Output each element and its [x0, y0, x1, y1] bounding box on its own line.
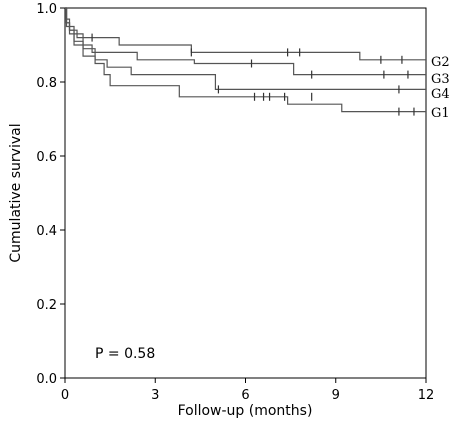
series-line-g2: [65, 7, 426, 61]
x-tick-label: 9: [332, 388, 340, 403]
x-tick-label: 6: [241, 388, 249, 403]
series-line-g1: [65, 7, 426, 113]
y-tick-label: 1.0: [36, 2, 57, 17]
y-tick-label: 0.6: [36, 150, 57, 165]
series-group: [65, 7, 426, 116]
x-tick-label: 12: [418, 388, 435, 403]
series-line-g4: [65, 7, 426, 90]
x-tick-label: 0: [61, 388, 69, 403]
tick-group: 0 3 6 9 12 0.0 0.2 0.4 0.6 0.8 1.0: [36, 2, 434, 403]
x-axis-label: Follow-up (months): [178, 403, 313, 419]
legend-label-g1: G1: [431, 106, 449, 121]
legend-label-g4: G4: [431, 87, 449, 102]
x-tick-label: 3: [151, 388, 159, 403]
y-tick-label: 0.2: [36, 298, 57, 313]
y-tick-label: 0.4: [36, 224, 57, 239]
legend-label-g2: G2: [431, 55, 449, 70]
y-tick-label: 0.8: [36, 76, 57, 91]
p-value-annotation: P = 0.58: [95, 346, 155, 362]
legend-label-g3: G3: [431, 72, 449, 87]
y-tick-label: 0.0: [36, 372, 57, 387]
y-axis-label: Cumulative survival: [8, 123, 24, 262]
